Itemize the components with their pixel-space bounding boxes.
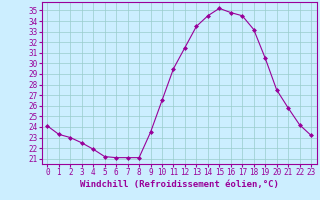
X-axis label: Windchill (Refroidissement éolien,°C): Windchill (Refroidissement éolien,°C) bbox=[80, 180, 279, 189]
